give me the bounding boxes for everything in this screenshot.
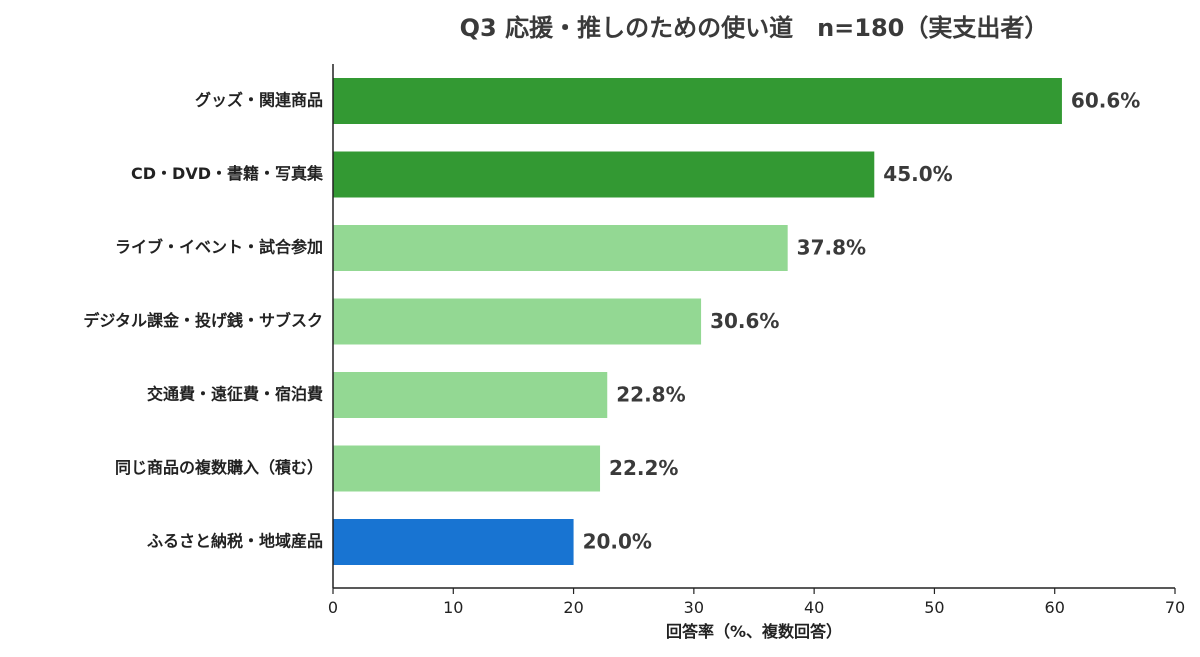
bar xyxy=(333,78,1062,124)
bar xyxy=(333,151,875,198)
x-tick-label: 20 xyxy=(563,598,583,617)
data-label: 45.0% xyxy=(883,162,952,186)
x-tick-label: 50 xyxy=(924,598,944,617)
chart-title: Q3 応援・推しのための使い道 n=180（実支出者） xyxy=(459,14,1049,42)
x-tick-label: 40 xyxy=(804,598,824,617)
x-axis-title: 回答率（%、複数回答） xyxy=(666,622,842,641)
bar xyxy=(333,519,574,565)
category-label: グッズ・関連商品 xyxy=(195,91,323,110)
category-label: CD・DVD・書籍・写真集 xyxy=(131,164,324,183)
x-tick-label: 30 xyxy=(684,598,704,617)
data-label: 22.8% xyxy=(616,383,685,407)
x-tick-label: 70 xyxy=(1165,598,1185,617)
bar xyxy=(333,445,601,492)
data-label: 22.2% xyxy=(609,456,678,480)
category-label: 交通費・遠征費・宿泊費 xyxy=(147,385,323,404)
data-label: 30.6% xyxy=(710,309,779,333)
x-tick-label: 60 xyxy=(1045,598,1065,617)
data-label: 37.8% xyxy=(797,236,866,260)
category-label: ライブ・イベント・試合参加 xyxy=(115,238,323,257)
bars-group: グッズ・関連商品 60.6% CD・DVD・書籍・写真集 45.0% ライブ・イベント・… xyxy=(83,78,1140,565)
data-label: 60.6% xyxy=(1071,89,1140,113)
category-label: デジタル課金・投げ銭・サブスク xyxy=(83,311,323,330)
bar xyxy=(333,225,788,271)
bar xyxy=(333,372,608,418)
x-tick-label: 0 xyxy=(328,598,338,617)
bar xyxy=(333,298,702,345)
category-label: 同じ商品の複数購入（積む） xyxy=(115,458,323,477)
x-tick-label: 10 xyxy=(443,598,463,617)
data-label: 20.0% xyxy=(583,530,652,554)
axes-group: 0 10 20 30 40 50 60 70 回答率（%、複数回答） xyxy=(328,64,1185,641)
category-label: ふるさと納税・地域産品 xyxy=(147,532,323,551)
